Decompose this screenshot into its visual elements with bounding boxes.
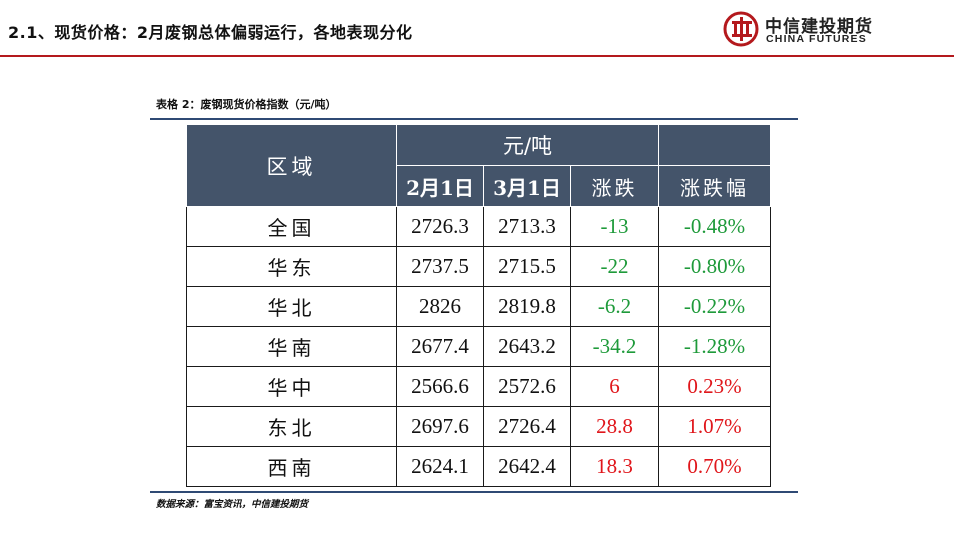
- cell-mar: 2572.6: [483, 366, 571, 407]
- cell-change-pct: 0.70%: [658, 446, 771, 487]
- cell-change-pct: 0.23%: [658, 366, 771, 407]
- cell-mar: 2713.3: [483, 206, 571, 247]
- cell-region: 华东: [186, 246, 397, 287]
- cell-region: 全国: [186, 206, 397, 247]
- header-change-pct: 涨跌幅: [658, 165, 771, 207]
- table-source: 数据来源：富宝资讯，中信建投期货: [156, 499, 309, 510]
- cell-feb: 2697.6: [396, 406, 484, 447]
- cell-mar: 2726.4: [483, 406, 571, 447]
- title-divider: [0, 55, 954, 57]
- cell-change: -13: [570, 206, 659, 247]
- table-row: 全国 2726.3 2713.3 -13 -0.48%: [186, 206, 771, 247]
- scrap-steel-price-table: 区域 元/吨 2月1日 3月1日 涨跌 涨跌幅 全国 2726.3 2713.3 -1…: [186, 124, 771, 487]
- table-row: 华东 2737.5 2715.5 -22 -0.80%: [186, 246, 771, 287]
- cell-change-pct: 1.07%: [658, 406, 771, 447]
- header-region: 区域: [186, 124, 397, 207]
- cell-change-pct: -0.48%: [658, 206, 771, 247]
- cell-mar: 2643.2: [483, 326, 571, 367]
- logo-text-en: CHINA FUTURES: [766, 33, 867, 45]
- table-row: 华南 2677.4 2643.2 -34.2 -1.28%: [186, 326, 771, 367]
- header-change: 涨跌: [570, 165, 659, 207]
- page-title: 2.1、现货价格：2月废钢总体偏弱运行，各地表现分化: [8, 23, 413, 42]
- cell-change-pct: -1.28%: [658, 326, 771, 367]
- cell-mar: 2642.4: [483, 446, 571, 487]
- cell-change: 6: [570, 366, 659, 407]
- cell-change-pct: -0.22%: [658, 286, 771, 327]
- cell-change: 28.8: [570, 406, 659, 447]
- cell-region: 西南: [186, 446, 397, 487]
- cell-change-pct: -0.80%: [658, 246, 771, 287]
- header-feb: 2月1日: [396, 165, 484, 207]
- header-mar: 3月1日: [483, 165, 571, 207]
- header-blank: [658, 124, 771, 166]
- china-futures-emblem-icon: [723, 11, 759, 47]
- table-row: 东北 2697.6 2726.4 28.8 1.07%: [186, 406, 771, 447]
- caption-divider: [150, 118, 798, 120]
- logo-text-cn: 中信建投期货: [765, 17, 873, 37]
- table-row: 西南 2624.1 2642.4 18.3 0.70%: [186, 446, 771, 487]
- cell-mar: 2715.5: [483, 246, 571, 287]
- cell-region: 华北: [186, 286, 397, 327]
- table-caption: 表格 2：废钢现货价格指数（元/吨）: [156, 98, 337, 111]
- table-row: 华中 2566.6 2572.6 6 0.23%: [186, 366, 771, 407]
- cell-feb: 2677.4: [396, 326, 484, 367]
- cell-feb: 2726.3: [396, 206, 484, 247]
- cell-feb: 2566.6: [396, 366, 484, 407]
- cell-mar: 2819.8: [483, 286, 571, 327]
- header-unit: 元/吨: [396, 124, 659, 166]
- cell-feb: 2737.5: [396, 246, 484, 287]
- cell-region: 华南: [186, 326, 397, 367]
- table-body: 全国 2726.3 2713.3 -13 -0.48% 华东 2737.5 2715.5 -22…: [186, 206, 771, 487]
- company-logo: 中信建投期货 CHINA FUTURES: [723, 11, 903, 47]
- source-divider: [150, 491, 798, 493]
- cell-feb: 2826: [396, 286, 484, 327]
- cell-change: 18.3: [570, 446, 659, 487]
- cell-region: 东北: [186, 406, 397, 447]
- cell-region: 华中: [186, 366, 397, 407]
- cell-change: -6.2: [570, 286, 659, 327]
- cell-change: -22: [570, 246, 659, 287]
- cell-feb: 2624.1: [396, 446, 484, 487]
- table-row: 华北 2826 2819.8 -6.2 -0.22%: [186, 286, 771, 327]
- cell-change: -34.2: [570, 326, 659, 367]
